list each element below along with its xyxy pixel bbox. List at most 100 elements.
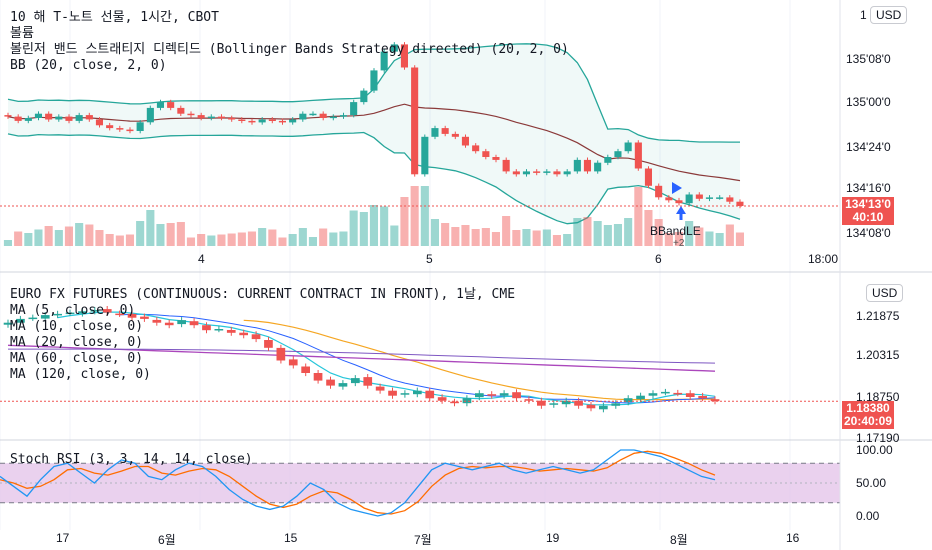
x-tick: 7월 bbox=[414, 533, 432, 547]
strategy-label: 볼린저 밴드 스트래티지 디렉티드 (Bollinger Bands Strat… bbox=[10, 42, 569, 57]
volume-bar bbox=[502, 216, 511, 246]
candle-body bbox=[661, 391, 670, 394]
candle-body bbox=[339, 115, 347, 117]
candle-body bbox=[329, 116, 337, 119]
candle-body bbox=[350, 102, 358, 116]
candle-body bbox=[563, 171, 571, 175]
candle-body bbox=[624, 142, 632, 152]
panel-eurofx[interactable] bbox=[0, 306, 840, 413]
candle-body bbox=[524, 399, 534, 401]
volume-bar bbox=[644, 210, 653, 246]
candle-body bbox=[278, 120, 286, 123]
candle-body bbox=[238, 119, 246, 121]
volume-bar bbox=[685, 221, 694, 246]
x-tick: 16 bbox=[786, 531, 800, 545]
x-tick: 6 bbox=[655, 252, 662, 266]
volume-bar bbox=[603, 225, 612, 246]
candle-body bbox=[695, 194, 703, 199]
candle-body bbox=[604, 157, 612, 163]
candle-body bbox=[492, 157, 500, 160]
legend-ma120: MA (120, close, 0) bbox=[10, 367, 151, 382]
volume-bar bbox=[278, 237, 287, 246]
ma20-line bbox=[243, 319, 716, 401]
candle-body bbox=[388, 390, 397, 396]
candle-body bbox=[177, 320, 186, 325]
candle-body bbox=[634, 142, 642, 169]
candle-body bbox=[685, 194, 693, 204]
y-tick: 134'08'0 bbox=[846, 226, 891, 240]
volume-bar bbox=[634, 187, 643, 246]
panel-tnote[interactable] bbox=[0, 42, 840, 246]
candle-body bbox=[55, 116, 63, 120]
x-tick: 17 bbox=[56, 531, 70, 545]
candle-body bbox=[573, 159, 581, 172]
volume-bar bbox=[95, 230, 104, 246]
candle-body bbox=[390, 44, 398, 52]
candle-body bbox=[512, 171, 520, 175]
volume-bar bbox=[725, 224, 734, 246]
volume-bar bbox=[563, 234, 572, 246]
y-tick: 0.00 bbox=[856, 509, 880, 523]
x-tick: 8월 bbox=[670, 533, 688, 547]
candle-body bbox=[462, 398, 472, 404]
candle-body bbox=[40, 315, 50, 319]
volume-bar bbox=[654, 219, 663, 246]
candle-body bbox=[3, 322, 13, 325]
chart-title: 10 해 T-노트 선물, 1시간, CBOT bbox=[10, 10, 219, 25]
legend-ma5: MA (5, close, 0) bbox=[10, 303, 136, 318]
candle-body bbox=[437, 397, 447, 401]
candle-body bbox=[648, 393, 658, 396]
bb-fill bbox=[8, 43, 740, 224]
candle-body bbox=[301, 366, 310, 373]
candle-body bbox=[177, 107, 185, 114]
volume-bar bbox=[186, 237, 195, 246]
candle-body bbox=[338, 383, 348, 387]
candle-body bbox=[288, 359, 298, 366]
candle-body bbox=[90, 310, 100, 312]
volume-bar bbox=[298, 228, 307, 246]
volume-bar bbox=[319, 228, 328, 246]
panel-stoch-rsi[interactable] bbox=[0, 449, 840, 517]
y-tick: 1.18750 bbox=[856, 390, 900, 404]
last-price-tag: 134'13'0 40:10 bbox=[842, 197, 894, 225]
volume-bar bbox=[369, 205, 378, 246]
x-tick: 15 bbox=[284, 531, 298, 545]
candle-body bbox=[45, 113, 53, 120]
candle-body bbox=[16, 318, 25, 323]
candle-body bbox=[167, 102, 175, 108]
candle-body bbox=[189, 321, 199, 326]
x-tick: 4 bbox=[198, 252, 205, 266]
x-tick: 6월 bbox=[158, 533, 176, 547]
candle-body bbox=[360, 90, 368, 103]
volume-bar bbox=[390, 225, 399, 246]
candle-body bbox=[461, 136, 469, 146]
candle-body bbox=[78, 311, 87, 314]
candle-body bbox=[75, 115, 83, 121]
candle-body bbox=[85, 115, 93, 120]
volume-bar bbox=[329, 232, 338, 246]
candle-body bbox=[400, 44, 408, 68]
candle-body bbox=[561, 400, 571, 405]
candle-body bbox=[726, 197, 734, 202]
candle-body bbox=[34, 113, 42, 118]
candle-body bbox=[309, 113, 317, 116]
signal-marker-icon bbox=[672, 182, 682, 194]
volume-bar bbox=[593, 221, 602, 246]
volume-bar bbox=[461, 225, 470, 246]
candle-body bbox=[326, 379, 335, 386]
volume-bar bbox=[24, 233, 33, 246]
currency-button[interactable]: USD bbox=[870, 6, 908, 24]
y-tick: 135'08'0 bbox=[846, 52, 891, 66]
last-price-tag-2: 1.18380 20:40:09 bbox=[842, 401, 894, 429]
currency-button-2[interactable]: USD bbox=[866, 284, 904, 302]
candle-body bbox=[289, 119, 297, 123]
candle-body bbox=[441, 128, 449, 134]
candle-body bbox=[611, 403, 621, 406]
candle-body bbox=[251, 334, 261, 340]
candle-body bbox=[673, 392, 683, 395]
volume-bar bbox=[512, 230, 521, 246]
last-price-2: 1.18380 bbox=[846, 401, 890, 415]
candle-body bbox=[126, 129, 134, 132]
candle-body bbox=[583, 159, 591, 172]
